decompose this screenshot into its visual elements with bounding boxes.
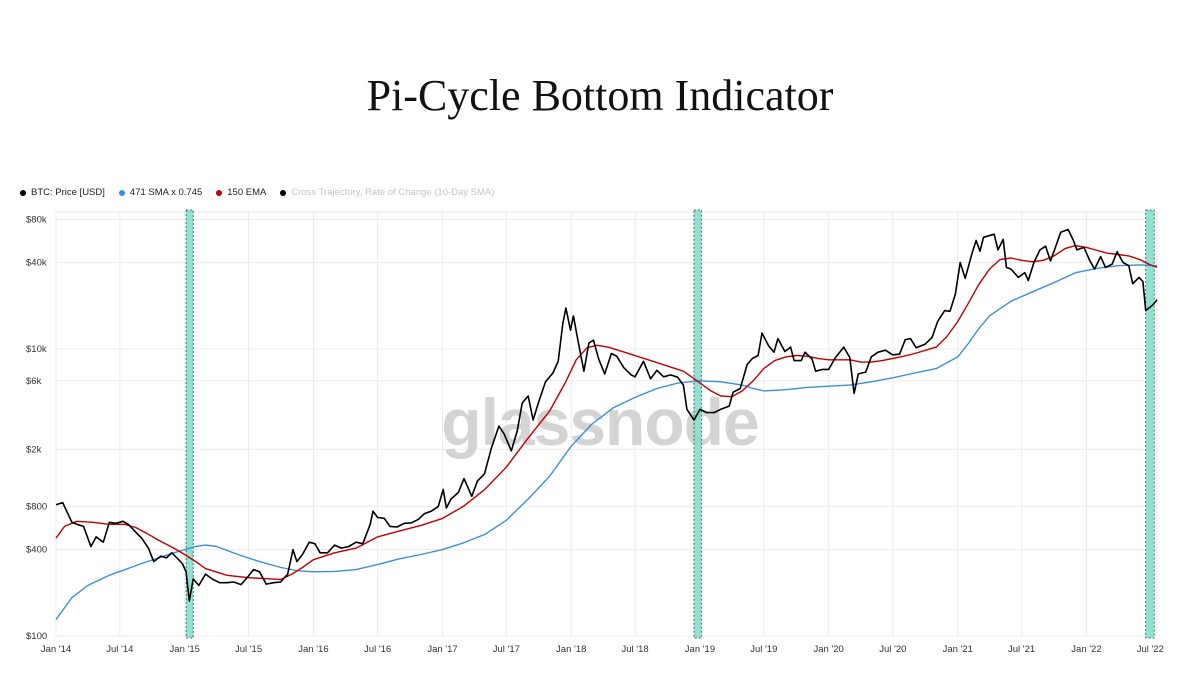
y-tick-label: $40k [26,258,47,269]
bottom-signal-band [693,209,702,639]
x-tick-label: Jul '17 [493,644,520,655]
legend-item-cross-trajectory[interactable]: Cross Trajectory, Rate of Change (10-Day… [280,187,494,198]
x-tick-label: Jul '15 [235,644,262,655]
y-tick-label: $80k [26,214,47,225]
legend-label-price: BTC: Price [USD] [31,187,105,198]
x-tick-label: Jan '18 [556,644,586,655]
x-tick-label: Jan '15 [170,644,200,655]
x-tick-label: Jan '17 [427,644,457,655]
x-tick-label: Jul '19 [750,644,777,655]
x-tick-label: Jul '14 [106,644,133,655]
x-tick-label: Jul '20 [879,644,906,655]
ema-line [55,244,1158,581]
x-tick-label: Jan '19 [685,644,715,655]
y-tick-label: $400 [26,545,47,556]
legend-item-ema[interactable]: 150 EMA [216,187,266,198]
x-tick-label: Jul '21 [1008,644,1035,655]
legend-item-sma[interactable]: 471 SMA x 0.745 [118,187,203,198]
watermark: glassnode [441,385,758,459]
price-line [55,228,1158,602]
legend-swatch-cross-trajectory [280,189,287,196]
legend-swatch-ema [216,189,223,196]
series-lines [55,228,1158,621]
highlight-bands [185,209,1155,639]
legend-label-sma: 471 SMA x 0.745 [129,187,203,198]
y-tick-label: $10k [26,344,47,355]
x-tick-label: Jan '22 [1071,644,1101,655]
legend-label-ema: 150 EMA [227,187,267,198]
x-tick-label: Jan '16 [298,644,328,655]
x-tick-label: Jul '22 [1137,644,1164,655]
x-tick-label: Jan '20 [814,644,844,655]
y-tick-label: $6k [26,376,42,387]
bottom-signal-band [1145,209,1155,639]
bottom-signal-band [185,209,194,639]
chart-area: glassnode $80k $40k $10k $6k $2k $800 $400 $100… [26,209,1164,655]
x-tick-label: Jan '21 [943,644,973,655]
x-tick-label: Jul '16 [364,644,391,655]
legend-label-cross-trajectory: Cross Trajectory, Rate of Change (10-Day… [291,187,495,198]
legend-swatch-price [20,189,26,196]
x-tick-label: Jul '18 [621,644,648,655]
y-tick-label: $800 [26,501,47,512]
legend-swatch-sma [118,189,125,196]
sma-line [55,264,1158,621]
page-title: Pi-Cycle Bottom Indicator [366,71,834,120]
x-axis-ticks: Jan '14 Jul '14 Jan '15 Jul '15 Jan '16 Jul '… [41,644,1164,655]
y-tick-label: $2k [26,444,42,455]
chart-legend: BTC: Price [USD] 471 SMA x 0.745 150 EMA… [20,187,494,198]
y-tick-label: $100 [26,631,47,642]
x-tick-label: Jan '14 [41,644,71,655]
grid [55,211,1158,637]
legend-item-price[interactable]: BTC: Price [USD] [20,187,105,198]
y-axis-ticks: $80k $40k $10k $6k $2k $800 $400 $100 [26,214,47,642]
